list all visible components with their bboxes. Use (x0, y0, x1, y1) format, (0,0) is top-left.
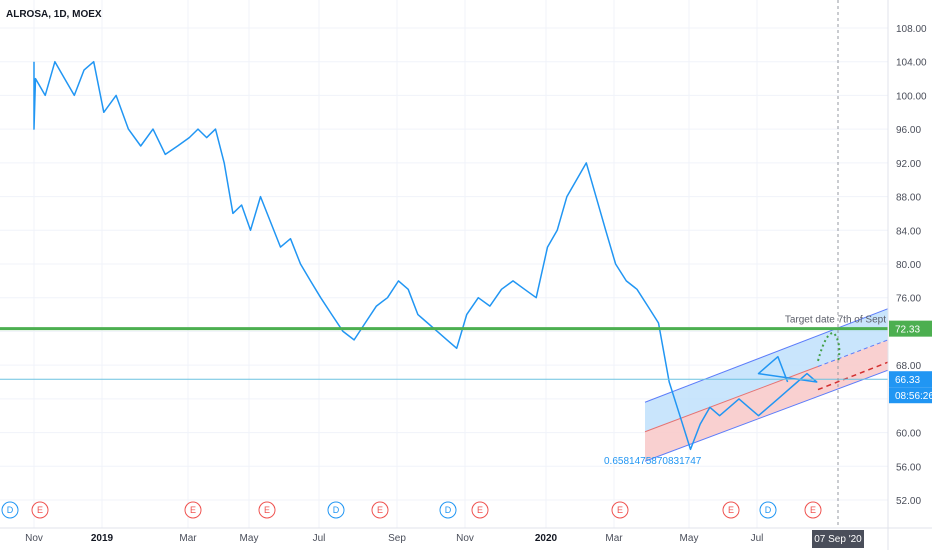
y-tick-label: 76.00 (896, 294, 921, 305)
x-tick-label: May (240, 533, 259, 544)
event-label: E (810, 505, 816, 515)
current-price-label-bg (889, 371, 932, 388)
event-label: E (377, 505, 383, 515)
y-tick-label: 88.00 (896, 193, 921, 204)
channel-upper-band (645, 308, 888, 432)
price-line (33, 60, 818, 451)
y-tick-label: 96.00 (896, 125, 921, 136)
dividend-event-icon (439, 501, 457, 519)
earnings-event-icon (184, 501, 202, 519)
support-price-label: 72.33 (895, 325, 920, 336)
dividend-event-icon (759, 501, 777, 519)
price-series (33, 60, 818, 451)
event-label: D (445, 505, 452, 515)
regression-channel (644, 308, 889, 462)
x-tick-label: May (680, 533, 699, 544)
countdown-label: 08:56:26 (895, 391, 932, 402)
y-tick-label: 52.00 (896, 496, 921, 507)
y-tick-label: 60.00 (896, 429, 921, 440)
event-label: E (37, 505, 43, 515)
channel-lower-band (645, 339, 888, 462)
event-label: E (477, 505, 483, 515)
x-tick-label: 2019 (91, 533, 114, 544)
target-date-label: 07 Sep '20 (814, 534, 862, 545)
y-tick-label: 104.00 (896, 58, 927, 69)
y-tick-label: 108.00 (896, 24, 927, 35)
symbol-title: ALROSA, 1D, MOEX (6, 9, 102, 20)
dividend-event-icon (327, 501, 345, 519)
x-tick-label: Jul (313, 533, 326, 544)
channel-start-label: 0.6581475870831747 (604, 456, 702, 467)
event-label: E (617, 505, 623, 515)
event-label: E (190, 505, 196, 515)
event-label: D (765, 505, 772, 515)
current-price-label: 66.33 (895, 375, 920, 386)
support-price-label-bg (889, 320, 932, 337)
event-label: D (7, 505, 14, 515)
event-label: E (728, 505, 734, 515)
y-tick-label: 80.00 (896, 260, 921, 271)
earnings-event-icon (258, 501, 276, 519)
target-date-bg (812, 530, 864, 548)
earnings-event-icon (371, 501, 389, 519)
event-label: E (264, 505, 270, 515)
earnings-event-icon (804, 501, 822, 519)
earnings-event-icon (31, 501, 49, 519)
y-tick-label: 68.00 (896, 361, 921, 372)
x-tick-label: 2020 (535, 533, 558, 544)
x-tick-label: Mar (605, 533, 623, 544)
y-tick-label: 100.00 (896, 91, 927, 102)
countdown-label-bg (889, 387, 932, 404)
channel-upper-line (644, 308, 889, 403)
projection-dashed-line (817, 361, 889, 391)
earnings-event-icon (611, 501, 629, 519)
y-tick-label: 92.00 (896, 159, 921, 170)
x-tick-label: Jul (751, 533, 764, 544)
earnings-event-icon (722, 501, 740, 519)
y-tick-label: 84.00 (896, 226, 921, 237)
y-tick-label: 56.00 (896, 462, 921, 473)
x-tick-label: Nov (456, 533, 474, 544)
x-tick-label: Mar (179, 533, 197, 544)
overlays: Target date 7th of Sept 0.658147587083174… (0, 0, 888, 528)
time-axis[interactable]: Nov 2019 Mar May Jul Sep Nov 2020 Mar May Jul 07 Se… (25, 530, 864, 548)
x-tick-label: Sep (388, 533, 406, 544)
channel-mid-projection (817, 339, 889, 367)
channel-lower-line (644, 369, 889, 462)
price-axis[interactable]: 108.00 104.00 100.00 96.00 92.00 88.00 84.00 80… (889, 24, 932, 507)
dividend-event-icon (1, 501, 19, 519)
target-note: Target date 7th of Sept (785, 315, 886, 326)
event-label: D (333, 505, 340, 515)
earnings-event-icon (471, 501, 489, 519)
x-tick-label: Nov (25, 533, 43, 544)
